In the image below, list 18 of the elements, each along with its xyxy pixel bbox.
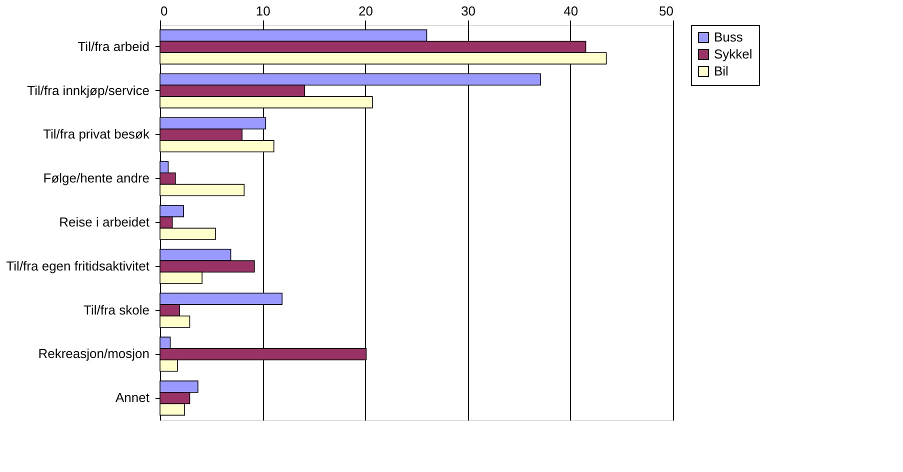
y-tick-label: Til/fra arbeid xyxy=(78,38,150,54)
y-tick-label: Til/fra privat besøk xyxy=(43,126,150,142)
legend-label: Sykkel xyxy=(714,46,752,62)
y-tick-label: Til/fra innkjøp/service xyxy=(27,82,150,98)
legend-label: Buss xyxy=(714,30,744,44)
x-tick-label: 50 xyxy=(659,4,674,18)
y-tick-label: Rekreasjon/mosjon xyxy=(38,346,150,362)
legend-label: Bil xyxy=(714,64,729,78)
y-tick-label: Annet xyxy=(116,390,150,406)
y-tick-label: Reise i arbeidet xyxy=(59,214,150,230)
x-tick-label: 20 xyxy=(358,4,373,18)
x-tick-label: 10 xyxy=(256,4,270,18)
x-tick-label: 30 xyxy=(461,4,476,18)
y-tick-label: Til/fra egen fritidsaktivitet xyxy=(6,258,150,274)
x-tick-label: 40 xyxy=(564,4,578,18)
x-tick-label: 0 xyxy=(160,4,168,18)
y-tick-label: Følge/hente andre xyxy=(43,170,150,186)
y-tick-label: Til/fra skole xyxy=(84,302,150,318)
